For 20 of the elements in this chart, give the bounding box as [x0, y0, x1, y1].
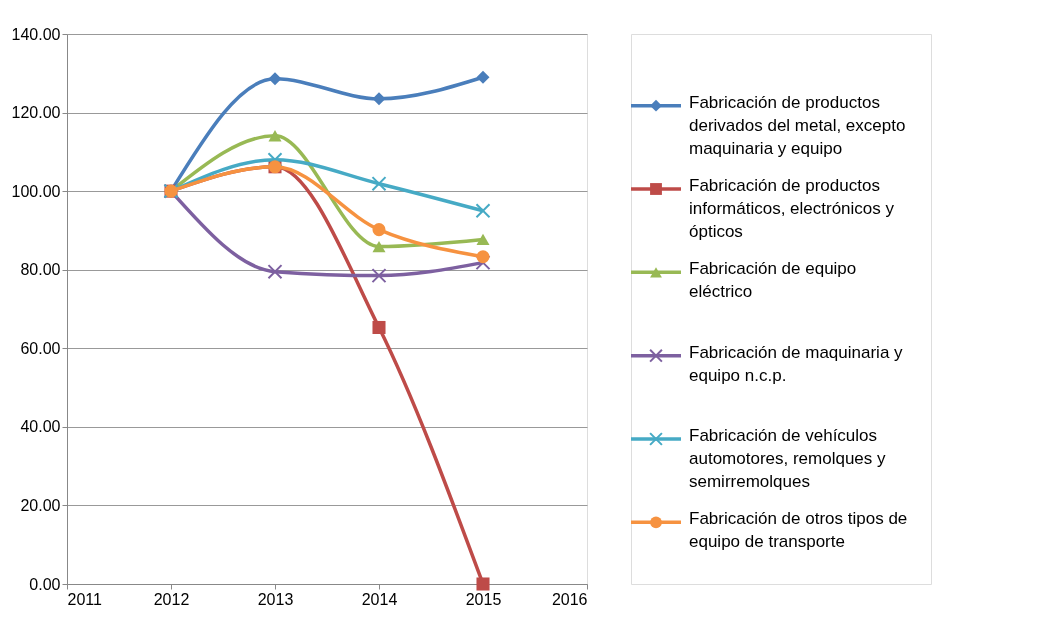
y-tick-label: 140.00 — [11, 25, 61, 43]
y-tick-label: 20.00 — [20, 496, 61, 514]
legend-label: Fabricación de vehículos automotores, remolques y semirremolques — [689, 426, 887, 491]
x-tick-label: 2012 — [153, 590, 190, 608]
legend-label: Fabricación de equipo eléctrico — [689, 259, 857, 302]
y-tick-label: 0.00 — [29, 575, 61, 593]
legend-label: Fabricación de productos derivados del metal, excepto maquinaria y equipo — [689, 92, 906, 158]
legend-label: Fabricación de otros tipos de equipo de transporte — [689, 509, 908, 552]
x-tick-label: 2016 — [551, 590, 588, 608]
y-tick-label: 80.00 — [20, 261, 61, 279]
x-tick-label: 2014 — [361, 590, 398, 608]
legend-label: Fabricación de maquinaria y equipo n.c.p. — [689, 342, 904, 385]
y-tick-label: 100.00 — [11, 182, 61, 200]
y-tick-label: 120.00 — [11, 104, 61, 122]
y-tick-label: 40.00 — [20, 418, 61, 436]
y-tick-label: 60.00 — [20, 339, 61, 357]
x-tick-label: 2015 — [465, 590, 502, 608]
x-tick-label: 2011 — [67, 590, 103, 608]
legend-label: Fabricación de productos informáticos, electrónicos y ópticos — [689, 176, 895, 241]
x-tick-label: 2013 — [257, 590, 294, 608]
